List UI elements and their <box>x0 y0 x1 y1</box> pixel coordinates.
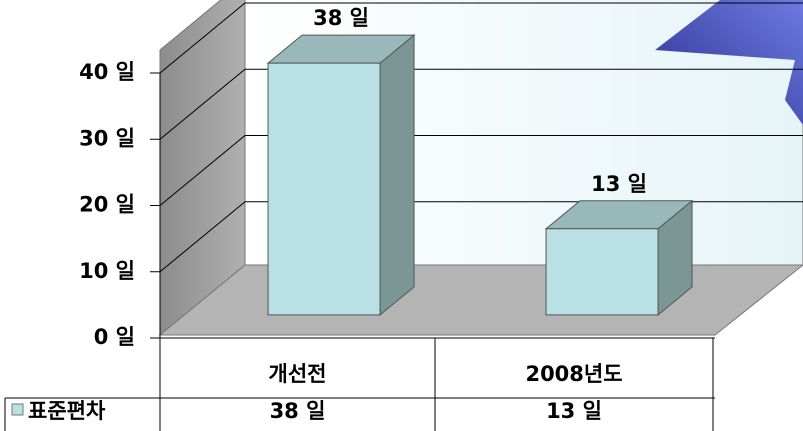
legend-label: 표준편차 <box>28 399 106 423</box>
bar <box>267 62 381 316</box>
data-label: 38 일 <box>313 6 369 30</box>
floor <box>158 264 803 336</box>
table-cell: 13 일 <box>546 399 602 423</box>
y-tick-label: 20 일 <box>79 193 135 217</box>
decor-arrow <box>655 0 803 125</box>
x-tick-label: 개선전 <box>269 362 327 386</box>
y-tick-label: 30 일 <box>79 126 135 150</box>
bar-side <box>379 34 415 316</box>
grid-line <box>159 135 803 206</box>
y-tick-label: 0 일 <box>94 325 135 349</box>
y-tick-label: 40 일 <box>79 60 135 84</box>
bar <box>545 228 659 316</box>
grid-line <box>159 68 803 140</box>
y-tick-label: 10 일 <box>79 259 135 283</box>
data-label: 13 일 <box>591 172 647 196</box>
table-cell: 38 일 <box>270 399 326 423</box>
grid-line <box>159 2 803 74</box>
x-tick-label: 2008년도 <box>525 362 622 386</box>
legend-swatch <box>11 403 24 416</box>
